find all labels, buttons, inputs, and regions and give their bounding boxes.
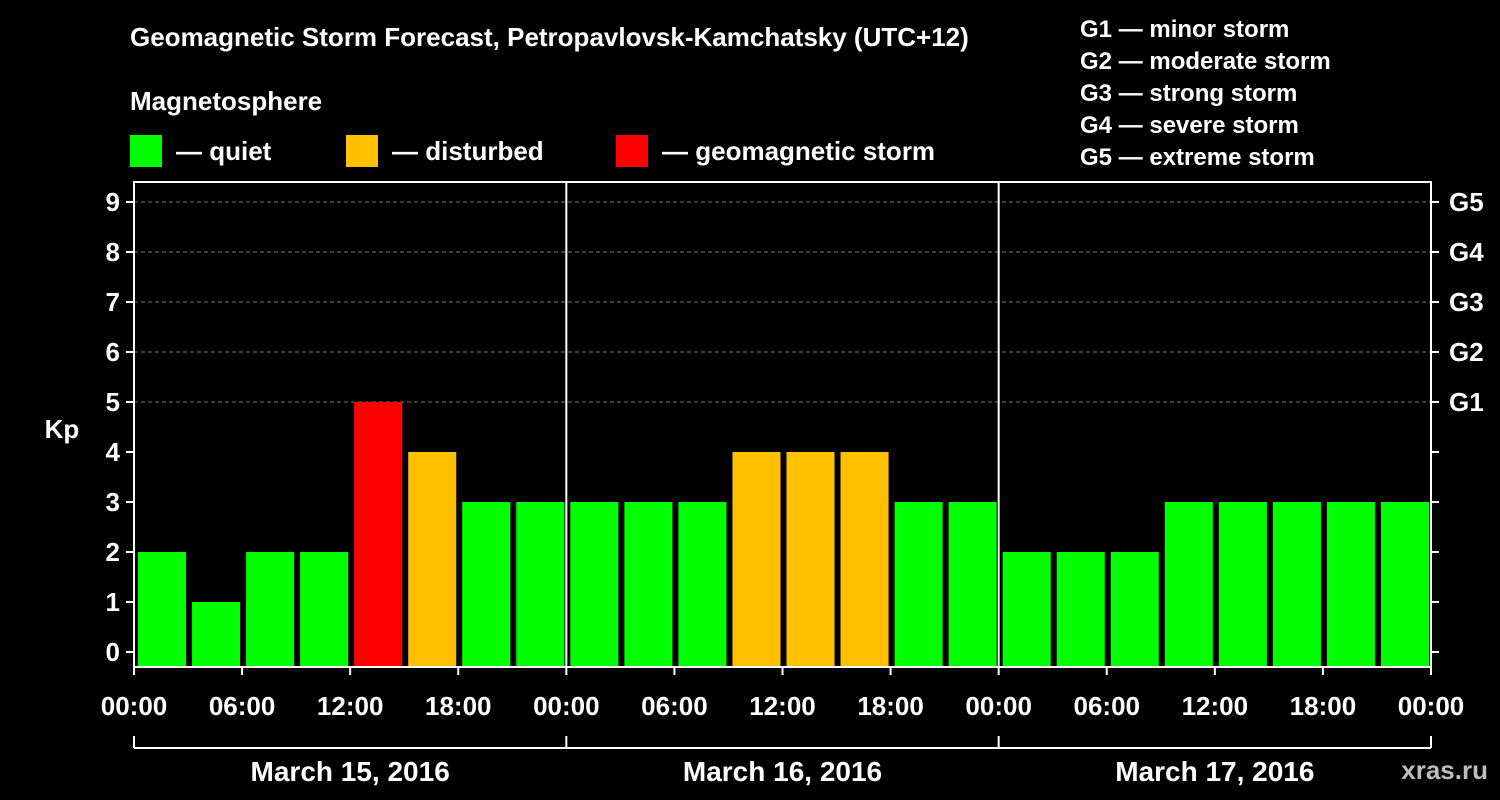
x-tick-label-1: 06:00	[209, 691, 276, 721]
magnetosphere-heading: Magnetosphere	[130, 86, 323, 116]
bar-16	[1002, 552, 1051, 667]
right-axis-label-g3: G3	[1449, 287, 1484, 317]
watermark: xras.ru	[1401, 755, 1488, 785]
y-tick-label-5: 5	[106, 387, 120, 417]
y-tick-label-3: 3	[106, 487, 120, 517]
day-label-2: March 17, 2016	[1115, 756, 1314, 787]
x-tick-label-12: 00:00	[1398, 691, 1465, 721]
right-axis-label-g4: G4	[1449, 237, 1484, 267]
legend-quiet-label: — quiet	[176, 135, 272, 166]
x-tick-label-3: 18:00	[425, 691, 492, 721]
legend-storm: — geomagnetic storm	[616, 135, 935, 167]
x-tick-label-4: 00:00	[533, 691, 600, 721]
y-tick-label-1: 1	[106, 587, 120, 617]
y-tick-label-4: 4	[106, 437, 121, 467]
legend-disturbed-label: — disturbed	[392, 135, 544, 166]
x-tick-label-2: 12:00	[317, 691, 384, 721]
bar-23	[1380, 502, 1429, 667]
legend-disturbed: — disturbed	[346, 135, 544, 167]
legend-storm-swatch	[616, 135, 648, 167]
bar-18	[1110, 552, 1159, 667]
right-axis-label-g5: G5	[1449, 187, 1484, 217]
bar-14	[894, 502, 943, 667]
bar-11	[732, 452, 781, 667]
x-tick-label-9: 06:00	[1074, 691, 1141, 721]
x-tick-label-6: 12:00	[749, 691, 816, 721]
bar-4	[354, 402, 403, 667]
y-axis-label: Kp	[45, 414, 80, 444]
bar-22	[1326, 502, 1375, 667]
g-scale-item-g4: G4 — severe storm	[1080, 112, 1299, 139]
g-scale-item-g1: G1 — minor storm	[1080, 16, 1290, 43]
bar-0	[138, 552, 187, 667]
x-tick-label-7: 18:00	[857, 691, 924, 721]
bar-6	[462, 502, 511, 667]
right-axis-label-g1: G1	[1449, 387, 1484, 417]
y-tick-label-7: 7	[106, 287, 120, 317]
y-tick-label-0: 0	[106, 637, 120, 667]
g-scale-item-g2: G2 — moderate storm	[1080, 48, 1331, 75]
y-tick-label-8: 8	[106, 237, 120, 267]
bar-2	[246, 552, 295, 667]
x-tick-label-11: 18:00	[1290, 691, 1357, 721]
x-tick-label-8: 00:00	[965, 691, 1032, 721]
bar-20	[1218, 502, 1267, 667]
day-label-1: March 16, 2016	[683, 756, 882, 787]
bar-12	[786, 452, 835, 667]
bar-13	[840, 452, 889, 667]
bar-10	[678, 502, 727, 667]
y-tick-label-2: 2	[106, 537, 120, 567]
bar-19	[1164, 502, 1213, 667]
legend-storm-label: — geomagnetic storm	[662, 135, 936, 166]
x-tick-label-5: 06:00	[641, 691, 708, 721]
x-tick-label-10: 12:00	[1182, 691, 1249, 721]
g-scale-item-g3: G3 — strong storm	[1080, 80, 1298, 107]
bar-9	[624, 502, 673, 667]
y-tick-label-6: 6	[106, 337, 120, 367]
right-axis-label-g2: G2	[1449, 337, 1484, 367]
bar-1	[192, 602, 241, 667]
legend-quiet-swatch	[130, 135, 162, 167]
legend-disturbed-swatch	[346, 135, 378, 167]
bar-7	[516, 502, 565, 667]
g-scale-item-g5: G5 — extreme storm	[1080, 144, 1315, 171]
bar-21	[1272, 502, 1321, 667]
bar-8	[570, 502, 619, 667]
day-label-0: March 15, 2016	[251, 756, 450, 787]
legend-quiet: — quiet	[130, 135, 271, 167]
bar-5	[408, 452, 457, 667]
chart-title: Geomagnetic Storm Forecast, Petropavlovs…	[130, 22, 969, 52]
x-tick-label-0: 00:00	[101, 691, 168, 721]
bar-15	[948, 502, 997, 667]
g-scale-list: G1 — minor storm G2 — moderate storm G3 …	[1080, 14, 1331, 174]
y-tick-label-9: 9	[106, 187, 120, 217]
bar-17	[1056, 552, 1105, 667]
bar-3	[300, 552, 349, 667]
